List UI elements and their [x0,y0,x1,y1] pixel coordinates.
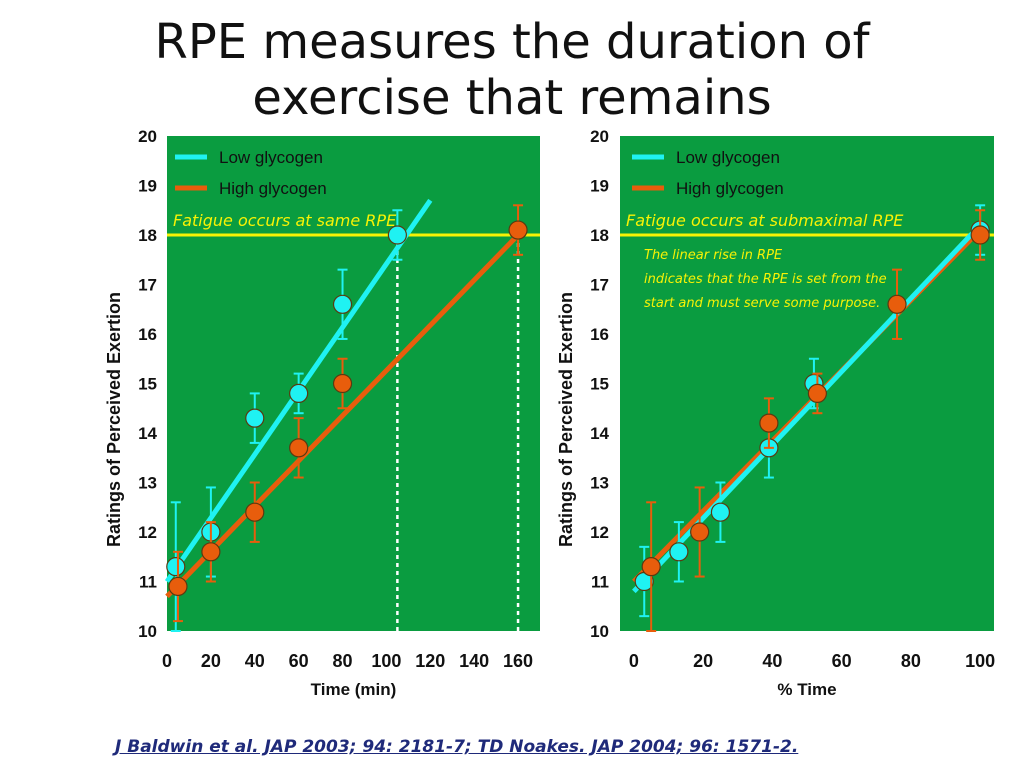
data-point-low-glycogen [166,557,186,577]
y-tick-label: 20 [138,127,157,146]
x-axis-label: % Time [777,680,836,699]
title-line-2: exercise that remains [252,70,772,126]
y-tick-label: 10 [138,622,157,641]
data-point-low-glycogen [387,225,407,245]
x-tick-label: 40 [762,651,782,671]
data-point-high-glycogen [168,576,188,597]
legend-label: High glycogen [219,179,327,198]
y-tick-label: 12 [138,523,157,542]
y-tick-label: 18 [138,226,157,245]
y-tick-label: 16 [590,325,609,344]
data-point-high-glycogen [245,502,265,522]
x-tick-label: 40 [245,651,265,671]
slide-title: RPE measures the duration of exercise th… [0,14,1024,126]
y-tick-label: 11 [591,573,609,592]
data-point-high-glycogen [641,557,661,577]
y-tick-label: 20 [590,127,609,146]
data-point-high-glycogen [201,542,221,562]
y-tick-label: 12 [590,523,609,542]
title-line-1: RPE measures the duration of [154,14,870,70]
y-tick-label: 17 [590,276,609,295]
legend-label: High glycogen [676,179,784,198]
x-tick-label: 140 [459,651,489,671]
x-tick-label: 60 [289,651,309,671]
note-line: indicates that the RPE is set from the [644,272,887,287]
note-line: The linear rise in RPE [644,248,783,263]
data-point-low-glycogen [245,408,265,428]
y-axis-label: Ratings of Perceived Exertion [556,292,576,547]
y-axis-label: Ratings of Perceived Exertion [104,292,124,547]
data-point-high-glycogen [807,383,827,403]
data-point-high-glycogen [759,413,779,433]
y-tick-label: 11 [139,573,157,592]
x-tick-label: 160 [503,651,533,671]
y-tick-label: 19 [590,177,609,196]
x-tick-label: 100 [371,651,401,671]
y-tick-label: 15 [138,375,157,394]
fatigue-annotation: Fatigue occurs at same RPE [173,211,397,230]
chart-panel-2: 10 11 12 13 14 15 16 17 18 19 20 0 20 40 60 80 100 % Time… [556,127,995,699]
chart-panel-1: 10 11 12 13 14 15 16 17 18 19 20 0 20 40 60 80 100 120 140… [104,127,540,699]
data-point-low-glycogen [669,542,689,562]
y-tick-label: 10 [590,622,609,641]
data-point-high-glycogen [970,225,990,245]
y-tick-label: 18 [590,226,609,245]
legend-label: Low glycogen [219,148,323,167]
y-tick-label: 14 [590,424,609,443]
y-tick-label: 15 [590,375,609,394]
data-point-high-glycogen [690,522,710,542]
fit-line-high-glycogen [165,233,520,599]
data-point-high-glycogen [289,438,309,458]
note-line: start and must serve some purpose. [644,296,880,311]
data-point-low-glycogen [332,294,353,314]
x-axis-label: Time (min) [311,680,397,699]
y-tick-label: 17 [138,276,157,295]
legend-label: Low glycogen [676,148,780,167]
x-tick-label: 120 [415,651,445,671]
citation: J Baldwin et al. JAP 2003; 94: 2181-7; T… [115,737,799,757]
x-tick-label: 20 [201,651,221,671]
fatigue-annotation: Fatigue occurs at submaximal RPE [626,211,904,230]
y-tick-label: 19 [138,177,157,196]
x-tick-label: 80 [901,651,921,671]
y-tick-label: 13 [590,474,609,493]
y-tick-label: 14 [138,424,157,443]
data-point-low-glycogen [289,383,309,403]
x-tick-label: 80 [333,651,353,671]
x-tick-label: 20 [693,651,713,671]
data-point-low-glycogen [710,502,731,522]
x-tick-label: 0 [629,651,639,671]
x-tick-label: 100 [965,651,995,671]
x-tick-label: 60 [832,651,852,671]
y-tick-label: 13 [138,474,157,493]
plot-area [167,136,540,631]
data-point-high-glycogen [887,294,907,314]
x-tick-label: 0 [162,651,172,671]
data-point-high-glycogen [508,220,528,240]
data-point-high-glycogen [332,373,353,394]
y-tick-label: 16 [138,325,157,344]
